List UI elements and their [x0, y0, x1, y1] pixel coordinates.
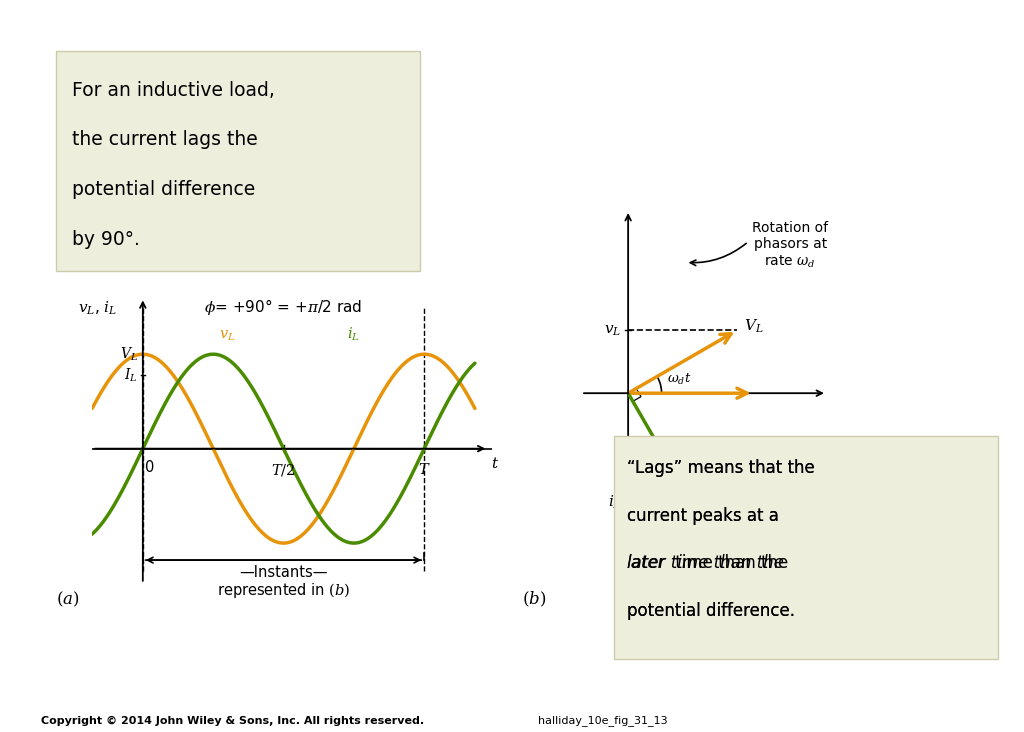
Text: $T/2$: $T/2$ [271, 462, 296, 478]
Text: $I_L$: $I_L$ [698, 497, 713, 515]
Text: time than the: time than the [670, 554, 787, 572]
Text: $(a)$: $(a)$ [56, 589, 80, 608]
Text: potential difference.: potential difference. [627, 602, 795, 620]
Text: $t$: $t$ [490, 456, 499, 471]
Text: current peaks at a: current peaks at a [627, 507, 778, 525]
Text: the current lags the: the current lags the [72, 130, 257, 149]
Text: Rotation of
phasors at
rate $\omega_d$: Rotation of phasors at rate $\omega_d$ [753, 220, 828, 269]
Text: For an inductive load,: For an inductive load, [72, 81, 274, 100]
Text: represented in $(b)$: represented in $(b)$ [217, 581, 350, 600]
Text: “Lags” means that the: “Lags” means that the [627, 459, 814, 477]
Text: $(b)$: $(b)$ [522, 589, 547, 608]
Text: $v_L$: $v_L$ [604, 323, 621, 338]
Text: $T$: $T$ [418, 462, 430, 477]
Text: current peaks at a: current peaks at a [627, 507, 778, 525]
Text: later time than the: later time than the [627, 554, 783, 572]
Text: “Lags” means that the: “Lags” means that the [627, 459, 814, 477]
Text: potential difference.: potential difference. [627, 602, 795, 620]
Text: potential difference: potential difference [72, 180, 255, 199]
Text: by 90°.: by 90°. [72, 230, 139, 249]
Text: $I_L$: $I_L$ [124, 366, 137, 384]
Text: $v_L$: $v_L$ [219, 328, 236, 343]
Text: $V_L$: $V_L$ [744, 318, 764, 335]
Text: $\omega_d t$: $\omega_d t$ [667, 372, 691, 387]
Text: Copyright © 2014 John Wiley & Sons, Inc. All rights reserved.: Copyright © 2014 John Wiley & Sons, Inc.… [41, 716, 424, 726]
Text: $V_L$: $V_L$ [120, 346, 137, 363]
Text: $\phi$= +90° = +$\pi$/2 rad: $\phi$= +90° = +$\pi$/2 rad [205, 297, 362, 317]
Text: later: later [627, 554, 666, 572]
Text: $i_L$: $i_L$ [347, 326, 360, 343]
Text: $i_L$: $i_L$ [607, 493, 621, 510]
Text: —Instants—: —Instants— [240, 565, 328, 580]
Text: halliday_10e_fig_31_13: halliday_10e_fig_31_13 [538, 715, 668, 726]
Text: $v_L$, $i_L$: $v_L$, $i_L$ [78, 299, 117, 317]
Text: 0: 0 [145, 460, 155, 475]
